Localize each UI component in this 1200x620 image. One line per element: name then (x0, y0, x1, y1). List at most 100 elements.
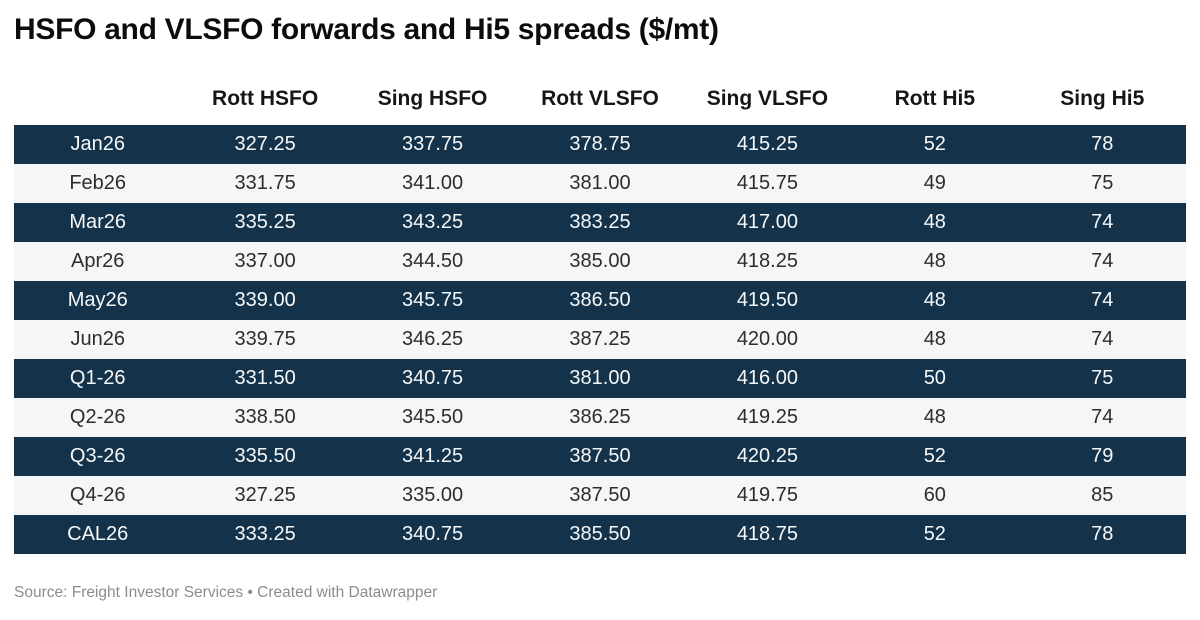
table-cell: 341.00 (401, 172, 464, 194)
table-cell: 385.50 (569, 523, 631, 545)
table-cell: 74 (1091, 289, 1114, 311)
table-cell: 75 (1091, 172, 1114, 194)
table-cell: 381.00 (569, 367, 631, 389)
table-cell: 420.00 (736, 328, 798, 350)
table-cell: 344.50 (401, 250, 464, 272)
table-row: Mar26 335.25 343.25 383.25 417.00 48 74 (14, 203, 1186, 242)
row-label: Feb26 (69, 172, 127, 194)
table-cell: 79 (1091, 445, 1114, 467)
table-cell: 345.75 (401, 289, 464, 311)
row-label: Jun26 (70, 328, 125, 350)
table-cell: 78 (1091, 523, 1114, 545)
table-row: Jun26 339.75 346.25 387.25 420.00 48 74 (14, 320, 1186, 359)
source-line: Source: Freight Investor Services • Crea… (14, 584, 438, 601)
row-label: Q1-26 (69, 367, 126, 389)
table-cell: 52 (923, 133, 946, 155)
forwards-table: Rott HSFO Sing HSFO Rott VLSFO Sing VLSFO Ro… (14, 47, 1186, 554)
table-cell: 327.25 (234, 484, 296, 506)
table-cell: 383.25 (569, 211, 631, 233)
table-cell: 337.00 (234, 250, 296, 272)
table-cell: 339.00 (234, 289, 296, 311)
table-row: Apr26 337.00 344.50 385.00 418.25 48 74 (14, 242, 1186, 281)
table-row: Feb26 331.75 341.00 381.00 415.75 49 75 (14, 164, 1186, 203)
table-cell: 49 (923, 172, 946, 194)
row-label: Apr26 (71, 250, 125, 272)
column-header: Sing VLSFO (706, 87, 829, 110)
table-cell: 335.00 (401, 484, 464, 506)
table-cell: 74 (1091, 211, 1114, 233)
table-cell: 415.75 (736, 172, 798, 194)
table-cell: 419.75 (736, 484, 798, 506)
table-cell: 337.75 (401, 133, 464, 155)
table-cell: 48 (923, 250, 946, 272)
table-cell: 338.50 (234, 406, 296, 428)
row-label: CAL26 (67, 523, 129, 545)
table-cell: 419.50 (736, 289, 798, 311)
column-header: Rott VLSFO (541, 87, 659, 110)
table-body: Jan26 327.25 337.75 378.75 415.25 52 78 Feb26 33… (14, 125, 1186, 554)
table-cell: 346.25 (401, 328, 464, 350)
table-cell: 387.50 (569, 484, 631, 506)
table-cell: 381.00 (569, 172, 631, 194)
table-row: Q4-26 327.25 335.00 387.50 419.75 60 85 (14, 476, 1186, 515)
table-cell: 52 (923, 523, 946, 545)
table-cell: 48 (923, 406, 946, 428)
table-cell: 335.25 (234, 211, 296, 233)
column-header: Rott Hi5 (894, 87, 976, 110)
row-label: Q2-26 (69, 406, 126, 428)
table-cell: 339.75 (234, 328, 296, 350)
table-cell: 50 (923, 367, 946, 389)
table-cell: 416.00 (736, 367, 798, 389)
table-cell: 74 (1091, 328, 1114, 350)
chart-title: HSFO and VLSFO forwards and Hi5 spreads … (14, 13, 719, 46)
table-cell: 340.75 (401, 367, 464, 389)
table-cell: 340.75 (401, 523, 464, 545)
datawrapper-table-chart: HSFO and VLSFO forwards and Hi5 spreads … (14, 13, 1186, 601)
table-row: Q3-26 335.50 341.25 387.50 420.25 52 79 (14, 437, 1186, 476)
column-header: Sing HSFO (377, 87, 488, 110)
table-cell: 85 (1091, 484, 1114, 506)
table-cell: 418.25 (736, 250, 798, 272)
table-cell: 78 (1091, 133, 1114, 155)
table-cell: 343.25 (401, 211, 464, 233)
table-cell: 417.00 (736, 211, 798, 233)
table-cell: 419.25 (736, 406, 798, 428)
table-cell: 74 (1091, 406, 1114, 428)
table-header: Rott HSFO Sing HSFO Rott VLSFO Sing VLSFO Ro… (14, 47, 1186, 125)
table-row: Jan26 327.25 337.75 378.75 415.25 52 78 (14, 125, 1186, 164)
table-cell: 331.50 (234, 367, 296, 389)
table-cell: 331.75 (234, 172, 296, 194)
table-cell: 327.25 (234, 133, 296, 155)
table-row: CAL26 333.25 340.75 385.50 418.75 52 78 (14, 515, 1186, 554)
row-label: Jan26 (70, 133, 125, 155)
row-label-column-header (14, 47, 181, 125)
table-cell: 341.25 (401, 445, 464, 467)
row-label: Q4-26 (69, 484, 126, 506)
table-cell: 415.25 (736, 133, 798, 155)
row-label: Q3-26 (69, 445, 126, 467)
table-cell: 420.25 (736, 445, 798, 467)
row-label: May26 (67, 289, 128, 311)
table-cell: 52 (923, 445, 946, 467)
table-cell: 74 (1091, 250, 1114, 272)
column-header: Sing Hi5 (1060, 87, 1145, 110)
table-cell: 387.25 (569, 328, 631, 350)
table-cell: 386.50 (569, 289, 631, 311)
table-cell: 48 (923, 211, 946, 233)
table-cell: 387.50 (569, 445, 631, 467)
row-label: Mar26 (69, 211, 127, 233)
table-cell: 48 (923, 328, 946, 350)
table-cell: 385.00 (569, 250, 631, 272)
table-row: May26 339.00 345.75 386.50 419.50 48 74 (14, 281, 1186, 320)
table-cell: 60 (923, 484, 946, 506)
table-row: Q1-26 331.50 340.75 381.00 416.00 50 75 (14, 359, 1186, 398)
table-cell: 48 (923, 289, 946, 311)
table-cell: 333.25 (234, 523, 296, 545)
table-cell: 386.25 (569, 406, 631, 428)
table-cell: 345.50 (401, 406, 464, 428)
table-row: Q2-26 338.50 345.50 386.25 419.25 48 74 (14, 398, 1186, 437)
table-cell: 335.50 (234, 445, 296, 467)
table-cell: 378.75 (569, 133, 631, 155)
table-cell: 418.75 (736, 523, 798, 545)
column-header: Rott HSFO (212, 87, 319, 110)
